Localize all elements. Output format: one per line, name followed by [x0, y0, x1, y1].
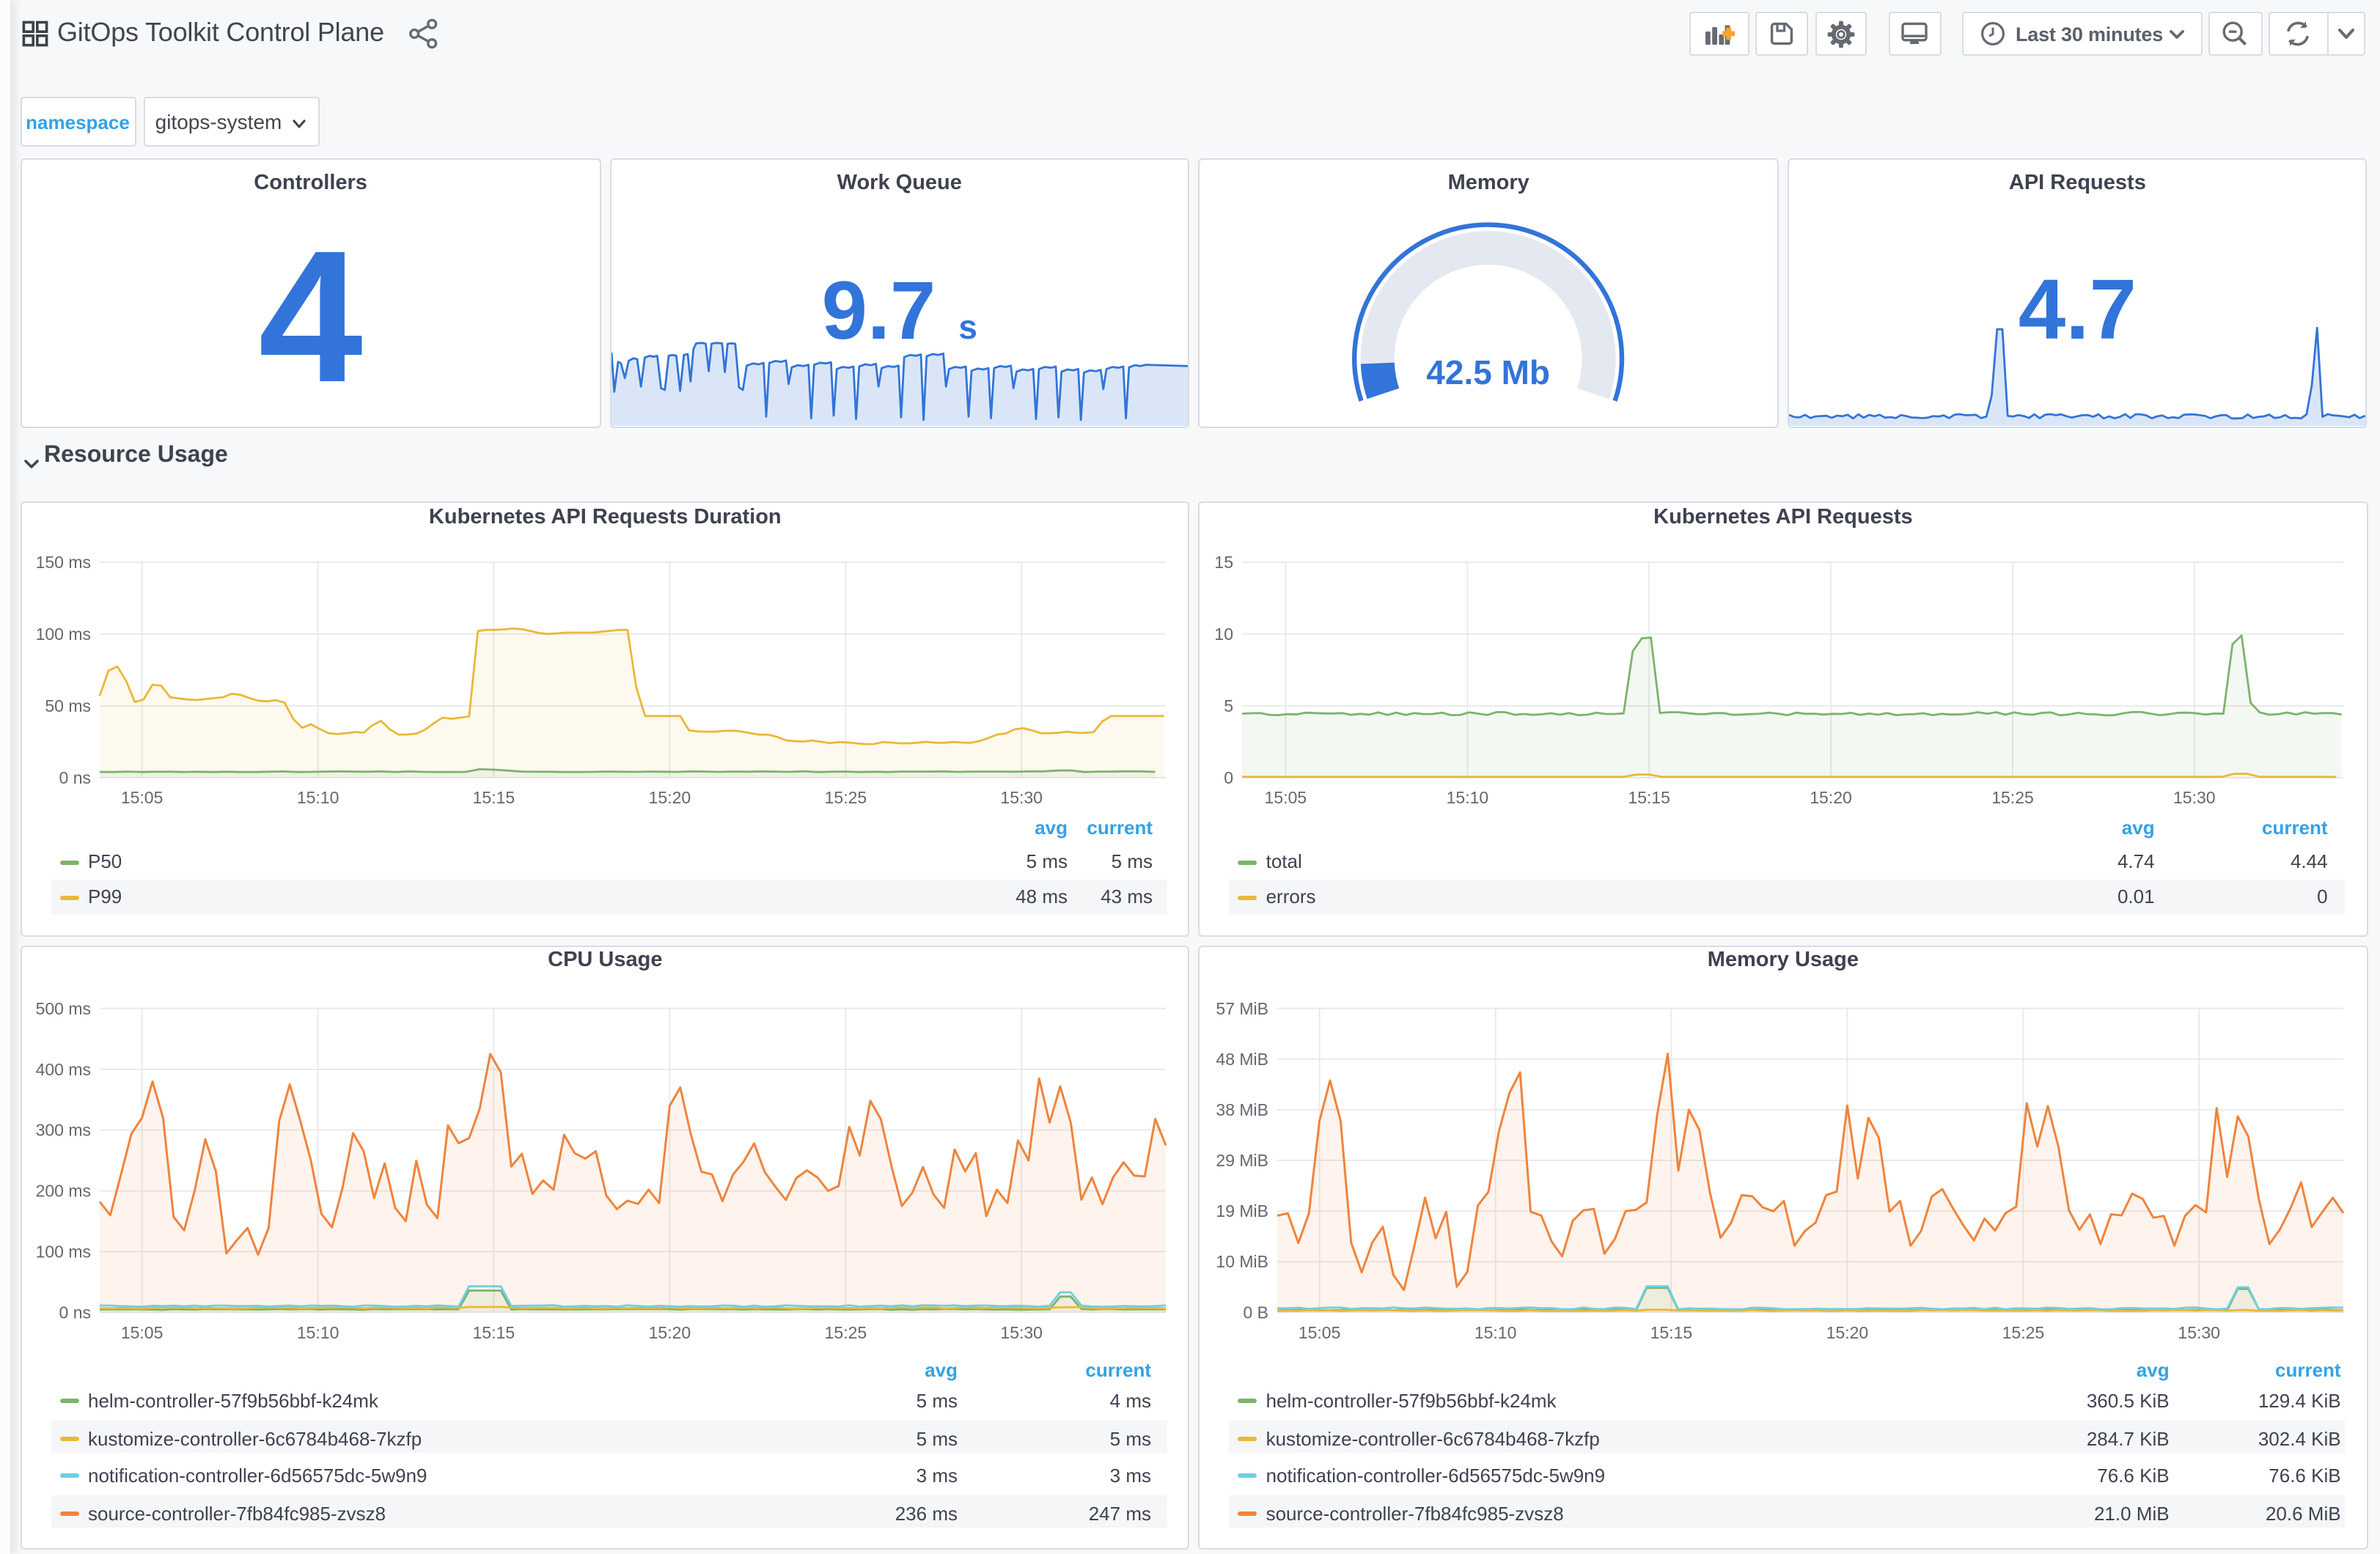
- svg-text:15:10: 15:10: [297, 788, 339, 807]
- svg-text:15:30: 15:30: [1000, 1322, 1043, 1341]
- svg-text:15:20: 15:20: [649, 1322, 691, 1341]
- svg-text:15: 15: [1215, 553, 1234, 572]
- svg-text:5: 5: [1224, 696, 1234, 715]
- svg-text:29 MiB: 29 MiB: [1216, 1150, 1269, 1169]
- svg-text:15:15: 15:15: [1650, 1322, 1693, 1341]
- svg-text:15:05: 15:05: [121, 1322, 164, 1341]
- svg-text:15:20: 15:20: [649, 788, 691, 807]
- svg-text:400 ms: 400 ms: [36, 1059, 91, 1078]
- svg-text:15:30: 15:30: [2174, 788, 2216, 807]
- svg-text:19 MiB: 19 MiB: [1216, 1201, 1269, 1220]
- svg-text:100 ms: 100 ms: [36, 625, 91, 644]
- svg-text:42.5 Mb: 42.5 Mb: [1427, 353, 1551, 391]
- svg-text:100 ms: 100 ms: [36, 1241, 91, 1260]
- svg-text:57 MiB: 57 MiB: [1216, 998, 1269, 1017]
- svg-text:10 MiB: 10 MiB: [1216, 1251, 1269, 1270]
- svg-text:15:15: 15:15: [1628, 788, 1671, 807]
- svg-text:15:20: 15:20: [1826, 1322, 1869, 1341]
- svg-text:15:15: 15:15: [473, 788, 515, 807]
- svg-text:300 ms: 300 ms: [36, 1120, 91, 1139]
- svg-text:500 ms: 500 ms: [36, 998, 91, 1017]
- svg-text:15:25: 15:25: [2002, 1322, 2045, 1341]
- svg-text:15:15: 15:15: [473, 1322, 515, 1341]
- svg-text:38 MiB: 38 MiB: [1216, 1100, 1269, 1119]
- svg-text:15:30: 15:30: [2178, 1322, 2221, 1341]
- svg-text:50 ms: 50 ms: [45, 696, 91, 715]
- svg-text:15:10: 15:10: [1447, 788, 1489, 807]
- svg-text:0 B: 0 B: [1244, 1302, 1269, 1321]
- svg-text:15:10: 15:10: [297, 1322, 339, 1341]
- svg-text:15:30: 15:30: [1000, 788, 1043, 807]
- svg-text:15:25: 15:25: [1992, 788, 2035, 807]
- svg-text:15:05: 15:05: [121, 788, 164, 807]
- svg-text:0 ns: 0 ns: [59, 768, 91, 787]
- svg-text:48 MiB: 48 MiB: [1216, 1049, 1269, 1068]
- svg-text:15:05: 15:05: [1265, 788, 1307, 807]
- svg-text:15:20: 15:20: [1810, 788, 1853, 807]
- svg-text:200 ms: 200 ms: [36, 1181, 91, 1200]
- svg-text:15:25: 15:25: [825, 788, 867, 807]
- svg-text:150 ms: 150 ms: [36, 553, 91, 572]
- svg-text:0: 0: [1224, 768, 1234, 787]
- svg-text:15:05: 15:05: [1299, 1322, 1341, 1341]
- svg-text:15:25: 15:25: [825, 1322, 867, 1341]
- svg-text:15:10: 15:10: [1474, 1322, 1517, 1341]
- svg-text:0 ns: 0 ns: [59, 1302, 91, 1321]
- svg-text:10: 10: [1215, 625, 1234, 644]
